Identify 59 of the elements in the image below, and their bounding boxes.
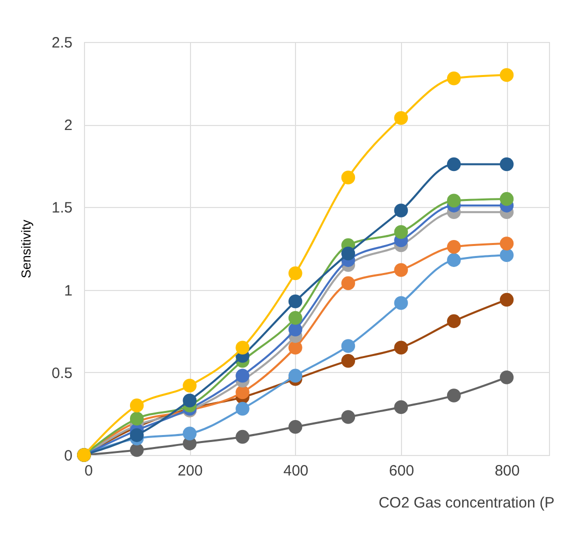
x-tick-label: 800	[494, 462, 520, 480]
point	[236, 385, 250, 400]
point	[500, 68, 514, 82]
point	[394, 340, 408, 354]
point	[500, 236, 514, 250]
point	[236, 340, 250, 354]
point	[500, 370, 514, 384]
point	[130, 428, 144, 442]
point	[288, 311, 302, 325]
point	[288, 340, 302, 354]
point	[394, 296, 408, 310]
y-tick-label: 2.5	[52, 34, 72, 52]
x-tick-label: 600	[389, 462, 414, 480]
x-tick-label: 400	[283, 462, 308, 480]
point	[130, 412, 144, 426]
point	[236, 430, 250, 444]
point	[341, 354, 356, 368]
point	[500, 157, 514, 172]
point	[288, 266, 302, 280]
y-tick-label: 0.5	[52, 364, 72, 382]
point	[394, 263, 408, 277]
y-tick-label: 1	[64, 282, 72, 300]
point	[446, 194, 461, 208]
point	[394, 204, 408, 218]
point	[341, 246, 356, 260]
point	[288, 368, 302, 383]
point	[500, 292, 514, 307]
point	[500, 192, 514, 206]
point	[236, 368, 250, 383]
point	[288, 294, 302, 308]
point	[130, 398, 144, 412]
y-axis-title: Sensitivity	[18, 219, 34, 278]
x-tick-label: 200	[178, 462, 203, 480]
point	[446, 240, 461, 254]
point	[130, 443, 144, 457]
y-tick-label: 0	[64, 448, 72, 464]
y-tick-label: 1.5	[52, 200, 72, 217]
point	[446, 388, 461, 402]
point	[394, 225, 408, 239]
point	[182, 426, 197, 440]
x-axis-title: CO2 Gas concentration (P	[378, 494, 554, 512]
point	[341, 410, 356, 424]
point	[182, 394, 197, 408]
x-tick-label: 0	[84, 462, 93, 480]
point	[446, 157, 461, 172]
point	[341, 339, 356, 353]
y-tick-label: 2	[64, 117, 72, 134]
point	[446, 314, 461, 328]
point	[288, 420, 302, 434]
point	[446, 71, 461, 86]
point	[182, 378, 197, 392]
point	[341, 276, 356, 290]
point	[236, 402, 250, 416]
point	[446, 253, 461, 267]
point	[288, 322, 302, 336]
point	[394, 111, 408, 125]
point	[500, 248, 514, 262]
point	[394, 400, 408, 414]
point	[341, 170, 356, 184]
